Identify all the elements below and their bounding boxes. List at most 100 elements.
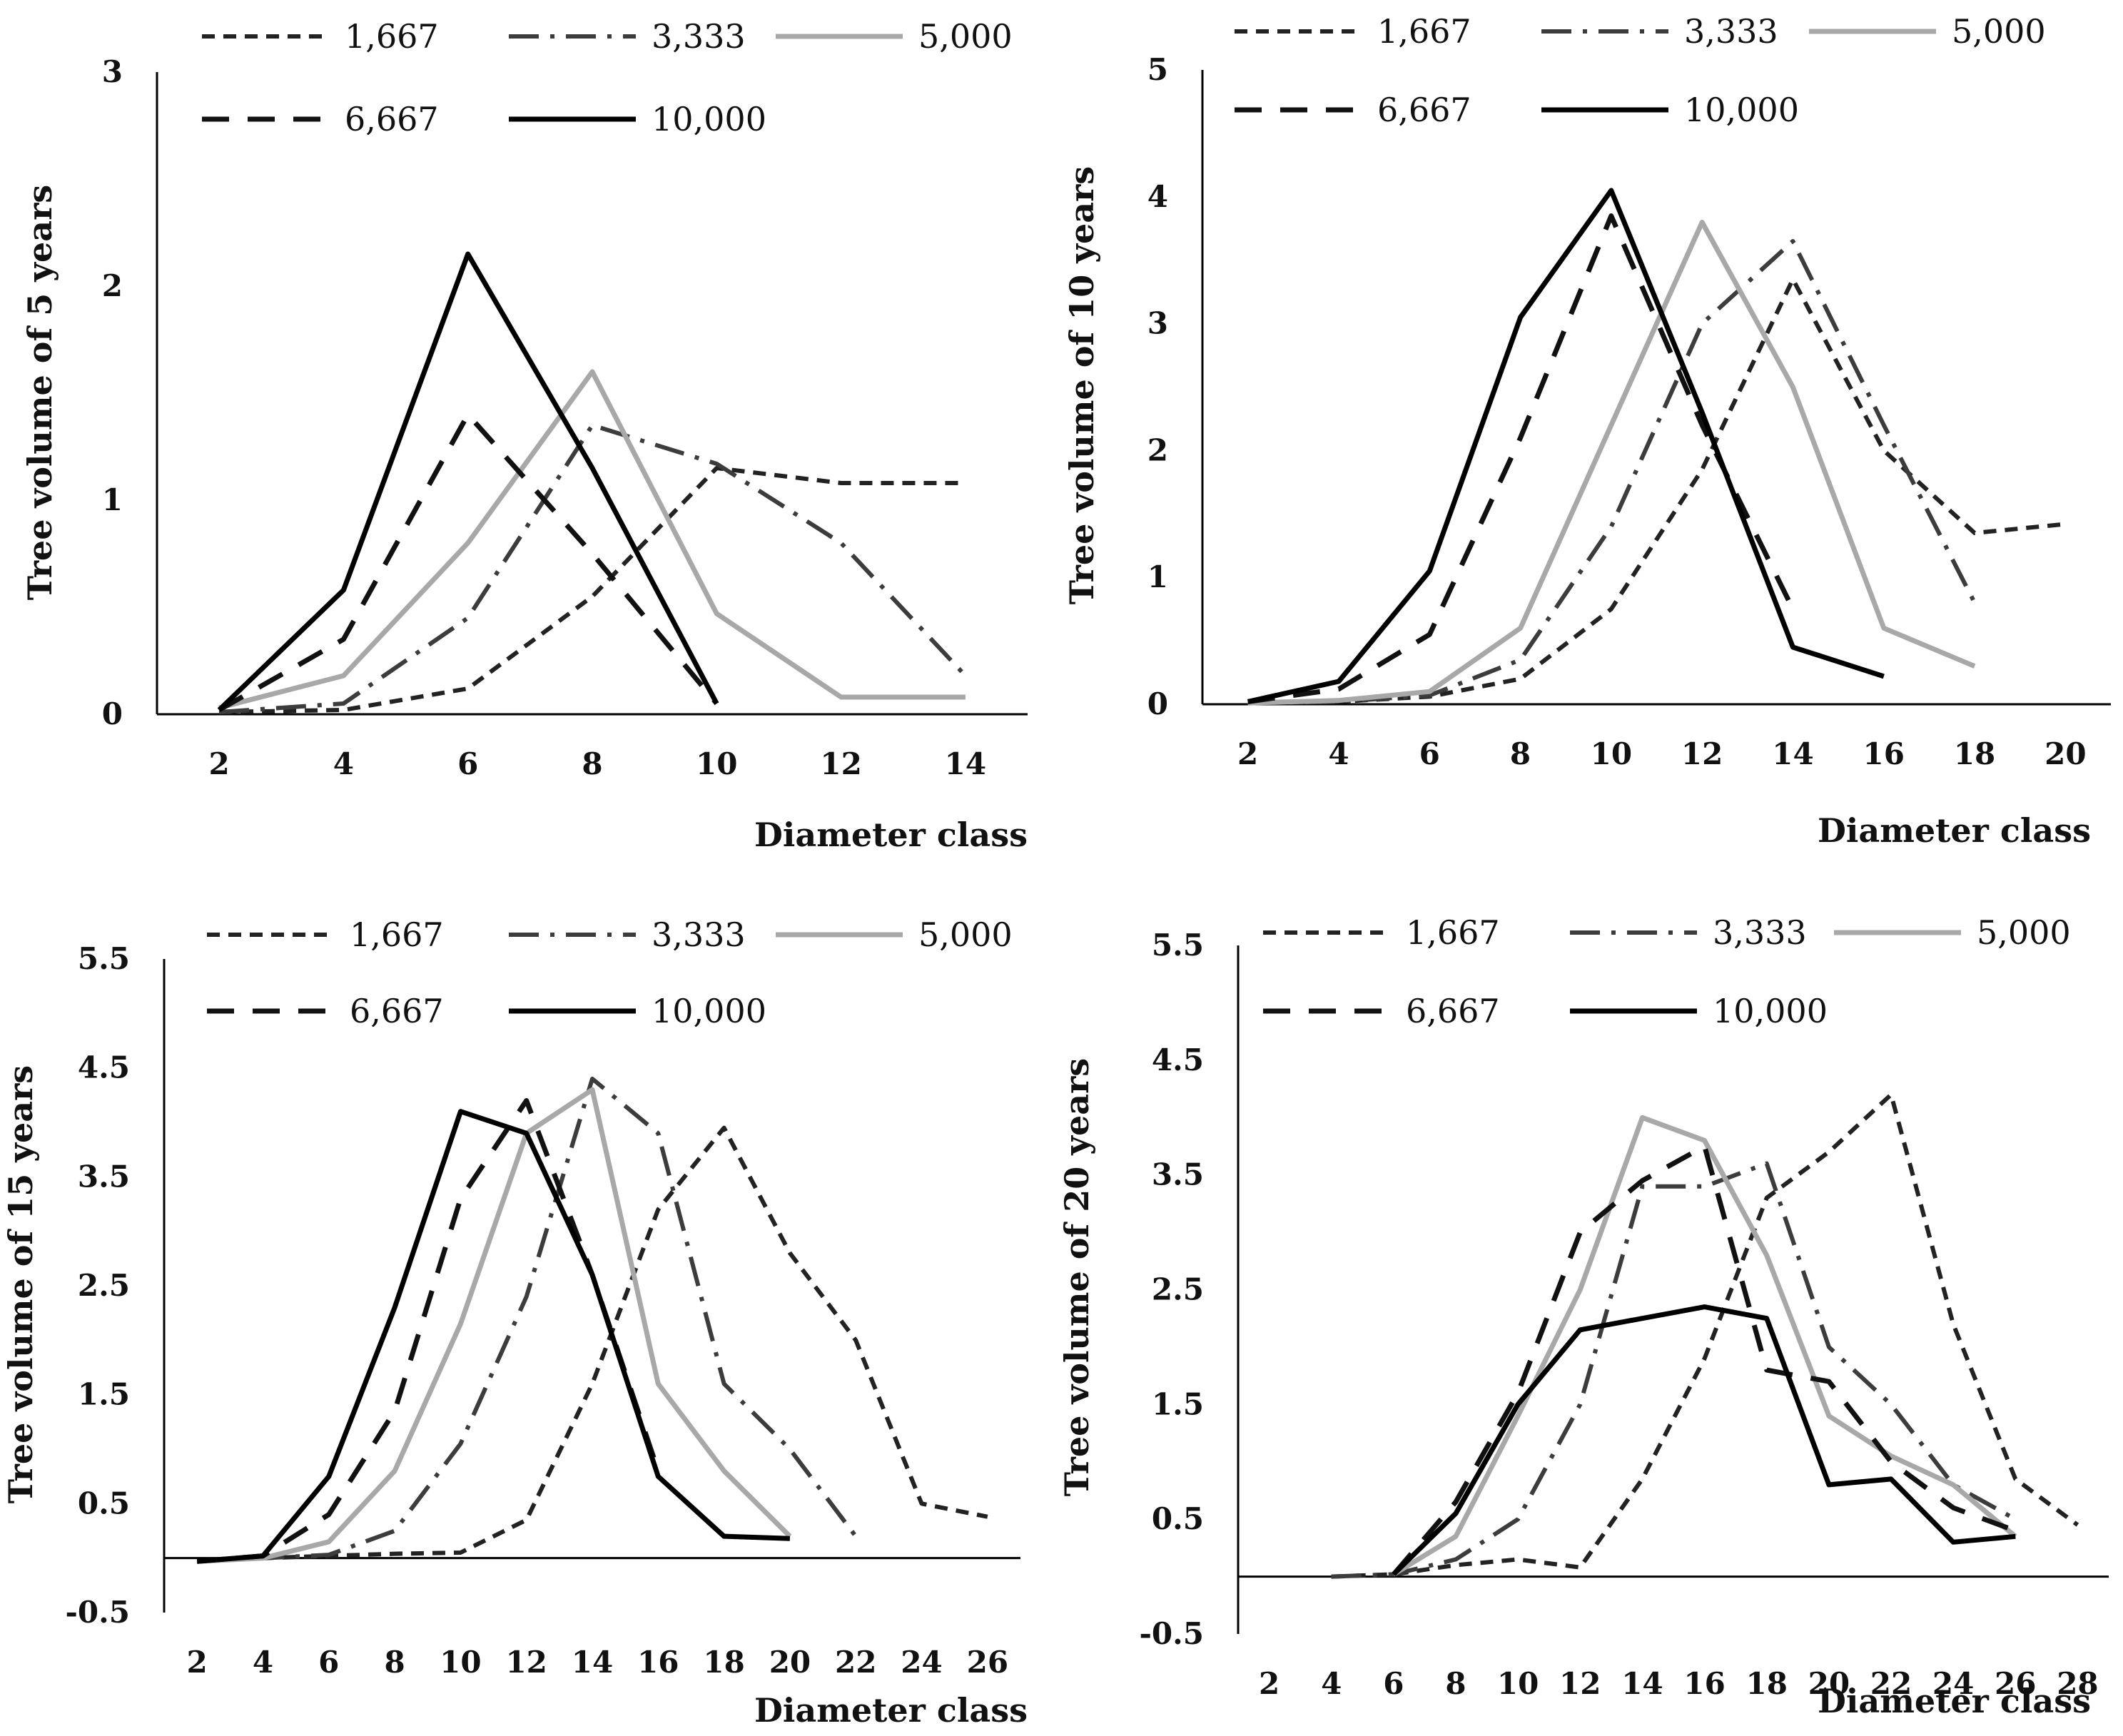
x-axis-title: Diameter class (1818, 1682, 2091, 1720)
x-tick-label: 12 (505, 1645, 547, 1680)
legend-label: 5,000 (918, 17, 1013, 56)
y-tick-label: 1.5 (1152, 1386, 1204, 1421)
y-axis-title: Tree volume of 15 years (1, 1065, 40, 1503)
x-tick-label: 12 (1681, 736, 1723, 771)
y-tick-label: 1 (102, 482, 123, 517)
legend-entry: 5,000 (776, 915, 1013, 954)
legend-label: 5,000 (1977, 913, 2071, 952)
chart-panel-3: -0.50.51.52.53.54.55.52 4 6 8 10 12 14 16 18 20 22… (1, 915, 1028, 1730)
x-tick-label: 16 (637, 1645, 679, 1680)
x-tick-label: 2 (1259, 1666, 1280, 1701)
legend-label: 10,000 (1684, 91, 1799, 129)
y-tick-label: -0.5 (65, 1595, 130, 1630)
legend-label: 5,000 (1952, 12, 2046, 51)
x-tick-label: 18 (703, 1645, 744, 1680)
legend-label: 3,333 (1713, 913, 1807, 952)
y-tick-label: 2.5 (1152, 1272, 1204, 1307)
series-line-5 (196, 1109, 791, 1564)
legend-entry: 3,333 (1541, 12, 1778, 51)
legend-entry: 6,667 (1235, 91, 1471, 129)
x-tick-label: 2 (1237, 736, 1258, 771)
legend-label: 10,000 (652, 992, 766, 1030)
x-tick-label: 22 (1870, 1666, 1912, 1701)
legend-label: 1,667 (1406, 913, 1500, 952)
y-tick-label: 5 (1147, 52, 1168, 87)
y-tick-label: 4.5 (1152, 1042, 1204, 1077)
legend-label: 6,667 (1406, 992, 1500, 1030)
series-line-2 (197, 1076, 858, 1564)
series-line-5 (1247, 188, 1885, 704)
legend-label: 6,667 (345, 100, 439, 138)
x-tick-label: 10 (696, 746, 737, 781)
x-tick-label: 8 (582, 746, 602, 781)
x-tick-label: 20 (769, 1645, 811, 1680)
x-tick-label: 8 (384, 1645, 405, 1680)
x-tick-label: 16 (1683, 1666, 1725, 1701)
legend-label: 1,667 (350, 915, 444, 954)
legend-label: 10,000 (652, 100, 766, 138)
x-tick-label: 8 (1510, 736, 1531, 771)
x-tick-label: 4 (253, 1645, 273, 1680)
legend-label: 6,667 (350, 992, 444, 1030)
y-tick-label: 0.5 (1152, 1501, 1204, 1536)
series-line-1 (197, 1125, 988, 1564)
x-tick-label: 12 (820, 746, 861, 781)
y-tick-label: 0.5 (78, 1486, 130, 1521)
y-tick-label: 3 (1147, 306, 1168, 341)
y-tick-label: 2 (102, 268, 123, 303)
series-line-3 (1247, 219, 1976, 706)
x-tick-label: 14 (1772, 736, 1813, 771)
legend-entry: 5,000 (1834, 913, 2071, 952)
x-tick-label: 2 (209, 746, 230, 781)
series-line-1 (219, 466, 966, 714)
series-line-3 (218, 369, 966, 711)
legend-entry: 3,333 (509, 17, 746, 56)
y-tick-label: 5.5 (1152, 928, 1204, 963)
series-line-3 (197, 1087, 792, 1564)
x-tick-label: 20 (1808, 1666, 1850, 1701)
x-tick-label: 10 (1591, 736, 1632, 771)
chart-panel-4: -0.50.51.52.53.54.55.52 4 6 8 10 12 14 16 18 20 22… (1058, 913, 2109, 1720)
x-axis-title: Diameter class (754, 1691, 1028, 1730)
series-line-4 (1392, 1144, 2017, 1576)
x-tick-label: 6 (1419, 736, 1440, 771)
legend-entry: 6,667 (202, 100, 439, 138)
legend-label: 10,000 (1713, 992, 1828, 1030)
legend-entry: 5,000 (1809, 12, 2046, 51)
x-tick-label: 26 (967, 1645, 1008, 1680)
y-axis-title: Tree volume of 20 years (1058, 1058, 1096, 1496)
legend-entry: 5,000 (776, 17, 1013, 56)
legend-entry: 10,000 (509, 100, 766, 138)
legend-entry: 1,667 (202, 17, 439, 56)
x-tick-label: 18 (1745, 1666, 1787, 1701)
x-tick-label: 10 (440, 1645, 481, 1680)
y-tick-label: 0 (102, 696, 123, 731)
legend-entry: 10,000 (1570, 992, 1828, 1030)
legend-entry: 6,667 (207, 992, 444, 1030)
x-tick-label: 14 (945, 746, 986, 781)
series-line-4 (1247, 213, 1795, 704)
x-tick-label: 14 (572, 1645, 613, 1680)
x-tick-label: 14 (1621, 1666, 1663, 1701)
x-tick-label: 22 (835, 1645, 876, 1680)
legend-entry: 10,000 (1541, 91, 1799, 129)
y-tick-label: 4 (1147, 179, 1168, 214)
y-tick-label: 1 (1147, 559, 1168, 594)
x-tick-label: 6 (457, 746, 478, 781)
y-axis-title: Tree volume of 5 years (21, 185, 59, 600)
y-tick-label: 1.5 (78, 1377, 130, 1412)
y-tick-label: 2 (1147, 432, 1168, 467)
series-line-1 (1331, 1092, 2079, 1579)
series-line-4 (196, 1098, 661, 1564)
y-tick-label: 3 (102, 54, 123, 89)
x-tick-label: 20 (2045, 736, 2086, 771)
x-tick-label: 18 (1954, 736, 1995, 771)
x-tick-label: 6 (318, 1645, 339, 1680)
y-tick-label: 3.5 (78, 1159, 130, 1194)
series-line-2 (1331, 1161, 2017, 1579)
y-axis-title: Tree volume of 10 years (1063, 166, 1101, 604)
x-tick-label: 12 (1559, 1666, 1601, 1701)
